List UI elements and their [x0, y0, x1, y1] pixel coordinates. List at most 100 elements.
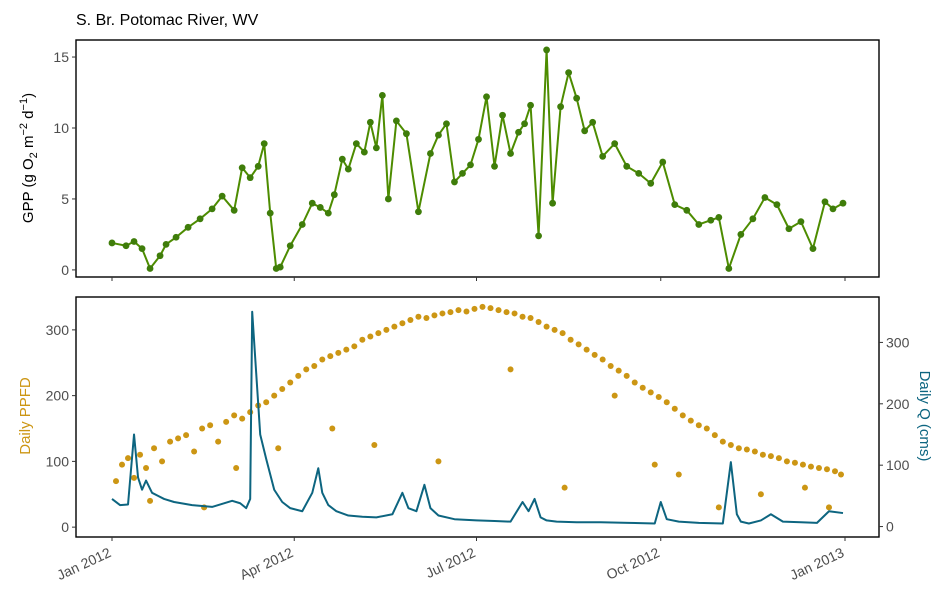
ppfd-point: [415, 313, 422, 320]
ppfd-point: [727, 441, 734, 448]
gpp-axis-title: GPP (g O2 m−2 d−1): [18, 93, 40, 223]
gpp-y-tick-label: 5: [61, 191, 69, 207]
ppfd-point: [607, 363, 614, 370]
ppfd-point: [775, 455, 782, 462]
ppfd-point: [527, 315, 534, 322]
gpp-point: [172, 233, 180, 241]
ppfd-point: [287, 379, 294, 386]
x-tick-label: Jan 2013: [787, 544, 846, 583]
gpp-point: [507, 150, 514, 157]
gpp-point: [366, 118, 374, 126]
ppfd-point: [543, 323, 550, 330]
chart-title: S. Br. Potomac River, WV: [76, 12, 259, 29]
gpp-point: [184, 223, 192, 231]
ppfd-q-panel-border: [75, 296, 880, 538]
gpp-point: [659, 158, 667, 166]
gpp-point: [565, 69, 573, 77]
ppfd-point: [487, 305, 494, 312]
gpp-point: [829, 205, 837, 213]
ppfd-point: [799, 461, 806, 468]
ppfd-point: [679, 412, 686, 419]
gpp-point: [238, 164, 246, 172]
ppfd-point: [311, 363, 318, 370]
ppfd-point: [675, 471, 682, 478]
gpp-point: [254, 162, 262, 170]
ppfd-point: [215, 438, 222, 445]
gpp-point: [475, 135, 482, 143]
ppfd-point: [651, 461, 658, 468]
gpp-point: [138, 245, 146, 253]
ppfd-point: [615, 367, 622, 374]
gpp-point: [773, 201, 781, 209]
ppfd-point: [511, 310, 518, 317]
ppfd-point: [671, 405, 678, 412]
gpp-point: [549, 199, 557, 207]
ppfd-point: [375, 330, 382, 337]
q-y-tick-label: 100: [886, 457, 910, 473]
ppfd-point: [611, 392, 618, 399]
gpp-point: [266, 209, 274, 217]
gpp-point: [543, 46, 550, 54]
ppfd-point: [591, 351, 598, 358]
gpp-y-tick-label: 0: [61, 262, 69, 278]
gpp-point: [276, 263, 284, 271]
ppfd-point: [715, 504, 722, 511]
gpp-point: [737, 231, 745, 238]
gpp-y-ticks: 0 5 10 15: [53, 49, 76, 278]
ppfd-y-tick-label: 300: [46, 322, 70, 338]
ppfd-point: [743, 446, 750, 453]
ppfd-point: [831, 468, 838, 475]
ppfd-point: [383, 326, 390, 333]
x-tick-label: Jul 2012: [423, 544, 478, 581]
gpp-point: [671, 201, 679, 209]
ppfd-point: [207, 422, 214, 429]
gpp-point: [286, 242, 294, 250]
gpp-point: [316, 204, 324, 211]
gpp-point: [146, 265, 154, 272]
gpp-point: [156, 252, 164, 260]
ppfd-point: [407, 317, 414, 324]
ppfd-point: [791, 459, 798, 466]
ppfd-point: [119, 461, 126, 468]
ppfd-point: [431, 312, 438, 319]
gpp-point: [611, 140, 619, 147]
gpp-point: [707, 216, 715, 224]
gpp-point: [491, 162, 498, 170]
ppfd-point: [519, 313, 526, 320]
ppfd-point: [495, 307, 502, 314]
ppfd-point: [147, 497, 154, 504]
ppfd-point: [125, 455, 132, 462]
ppfd-point: [825, 504, 832, 511]
ppfd-point: [663, 399, 670, 406]
ppfd-point: [151, 445, 158, 452]
q-axis-title: Daily Q (cms): [916, 371, 933, 462]
gpp-point: [623, 162, 631, 170]
gpp-point: [218, 192, 226, 200]
x-tick-label: Jan 2012: [54, 544, 113, 583]
ppfd-point: [711, 432, 718, 439]
ppfd-point: [751, 448, 758, 455]
gpp-point: [515, 128, 522, 136]
ppfd-point: [815, 464, 822, 471]
gpp-point: [467, 161, 474, 169]
ppfd-point: [233, 464, 240, 471]
q-y-tick-label: 0: [886, 519, 894, 535]
gpp-point: [344, 165, 352, 173]
ppfd-point: [759, 451, 766, 458]
ppfd-point: [823, 466, 830, 473]
gpp-point: [360, 148, 368, 156]
gpp-panel-border: [75, 39, 880, 278]
ppfd-point: [271, 392, 278, 399]
ppfd-point: [399, 320, 406, 327]
gpp-point: [392, 117, 400, 125]
ppfd-point: [583, 346, 590, 353]
ppfd-point: [391, 323, 398, 330]
ppfd-y-tick-label: 200: [46, 388, 70, 404]
ppfd-point: [367, 333, 374, 340]
gpp-point: [308, 199, 316, 207]
ppfd-point: [239, 415, 246, 422]
ppfd-point: [647, 389, 654, 396]
gpp-point: [415, 208, 422, 216]
ppfd-point: [479, 303, 486, 310]
ppfd-point: [183, 432, 190, 439]
